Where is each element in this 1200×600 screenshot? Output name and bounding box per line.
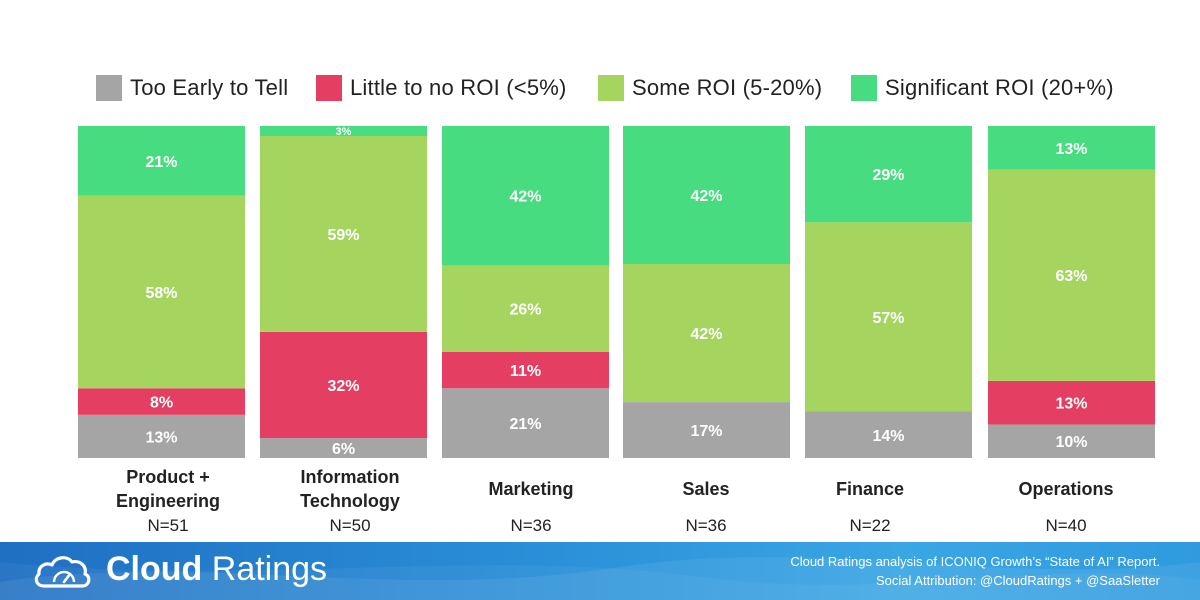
bar-segment-finance-significant-roi [805, 126, 972, 223]
bar-segment-finance-too-early [805, 411, 972, 458]
data-label-information-technology-little-roi: 32% [327, 378, 359, 395]
category-label-line: Engineering [115, 491, 220, 511]
legend-swatch-lightgreen [598, 75, 624, 101]
bar-segment-information-technology-too-early [260, 438, 427, 458]
data-label-operations-significant-roi: 13% [1055, 141, 1087, 158]
data-label-sales-some-roi: 42% [690, 326, 722, 343]
bar-segment-product-engineering-too-early [78, 414, 245, 458]
category-label-line: Finance [835, 479, 905, 499]
bar-segment-finance-some-roi [805, 222, 972, 412]
data-label-operations-some-roi: 63% [1055, 268, 1087, 285]
sample-size-marketing: N=36 [510, 516, 552, 535]
data-label-product-engineering-little-roi: 8% [150, 395, 173, 412]
category-label-line: Sales [682, 479, 730, 499]
data-label-product-engineering-some-roi: 58% [145, 285, 177, 302]
bar-segment-marketing-little-roi [442, 351, 609, 389]
bar-segment-marketing-too-early [442, 388, 609, 458]
data-label-product-engineering-too-early: 13% [145, 429, 177, 446]
legend-label: Some ROI (5-20%) [632, 75, 823, 100]
bar-segment-operations-little-roi [988, 380, 1155, 425]
sample-size-finance: N=22 [849, 516, 891, 535]
legend-label: Significant ROI (20+%) [885, 75, 1114, 100]
sample-size-product-engineering: N=51 [147, 516, 189, 535]
footer-wave-decoration [0, 557, 1200, 600]
legend-item-some-roi: Some ROI (5-20%) [598, 74, 822, 102]
category-label-line: Product + [126, 467, 210, 487]
data-label-information-technology-too-early: 6% [332, 441, 355, 458]
data-label-information-technology-significant-roi: 3% [336, 126, 352, 138]
category-label-sales: Sales [611, 477, 801, 501]
category-label-marketing: Marketing [436, 477, 626, 501]
bar-segment-information-technology-little-roi [260, 331, 427, 439]
bar-segment-sales-some-roi [623, 264, 790, 403]
stacked-bar-chart: 13% 8% 58% 21% 6% 32% 59% 3% 21% 11% 26% 42% 17% 42% 4… [78, 126, 1155, 458]
bar-segment-sales-significant-roi [623, 126, 790, 265]
top-strip [0, 0, 1200, 10]
legend-label: Too Early to Tell [130, 75, 289, 100]
data-label-sales-significant-roi: 42% [690, 188, 722, 205]
data-label-operations-too-early: 10% [1055, 434, 1087, 451]
data-label-finance-too-early: 14% [872, 428, 904, 445]
data-label-sales-too-early: 17% [690, 423, 722, 440]
category-label-operations: Operations [971, 477, 1161, 501]
legend-item-too-early: Too Early to Tell [96, 74, 288, 102]
legend: Too Early to Tell Little to no ROI (<5%)… [0, 68, 1200, 108]
legend-swatch-red [316, 75, 342, 101]
category-label-line: Marketing [488, 479, 574, 499]
data-label-finance-significant-roi: 29% [872, 167, 904, 184]
data-label-product-engineering-significant-roi: 21% [145, 154, 177, 171]
data-label-marketing-significant-roi: 42% [509, 189, 541, 206]
legend-swatch-gray [96, 75, 122, 101]
legend-item-significant-roi: Significant ROI (20+%) [851, 74, 1114, 102]
bar-segment-information-technology-significant-roi [260, 126, 427, 136]
category-label-line: Information [300, 467, 400, 487]
legend-swatch-green [851, 75, 877, 101]
category-label-product-engineering: Product + Engineering [73, 465, 263, 513]
bar-segment-information-technology-some-roi [260, 135, 427, 332]
brand-light: Ratings [211, 550, 328, 588]
data-label-marketing-little-roi: 11% [510, 363, 541, 380]
category-label-line: Operations [1018, 479, 1114, 499]
legend-label: Little to no ROI (<5%) [350, 75, 567, 100]
cloud-gauge-icon [34, 556, 91, 588]
sample-size-sales: N=36 [685, 516, 727, 535]
bar-segment-product-engineering-significant-roi [78, 126, 245, 196]
attribution-text: Cloud Ratings analysis of ICONIQ Growth’… [790, 552, 1160, 590]
bar-segment-operations-too-early [988, 424, 1155, 458]
category-label-line: Technology [300, 491, 400, 511]
bar-segment-operations-some-roi [988, 169, 1155, 381]
data-label-finance-some-roi: 57% [872, 310, 904, 327]
bar-segment-marketing-significant-roi [442, 126, 609, 266]
data-label-marketing-too-early: 21% [509, 416, 541, 433]
bar-segment-product-engineering-some-roi [78, 195, 245, 389]
bar-segment-sales-too-early [623, 402, 790, 458]
data-label-operations-little-roi: 13% [1055, 396, 1087, 413]
category-label-information-technology: Information Technology [255, 465, 445, 513]
attribution-line-2: Social Attribution: @CloudRatings + @Saa… [875, 573, 1160, 588]
category-label-finance: Finance [775, 477, 965, 501]
bar-segment-marketing-some-roi [442, 265, 609, 352]
brand-logotype: Cloud Ratings [106, 550, 327, 589]
bar-segment-operations-significant-roi [988, 126, 1155, 170]
bar-segment-product-engineering-little-roi [78, 388, 245, 415]
footer-banner: Cloud Ratings Cloud Ratings analysis of … [0, 542, 1200, 600]
legend-item-little-roi: Little to no ROI (<5%) [316, 74, 567, 102]
sample-size-operations: N=40 [1045, 516, 1087, 535]
attribution-line-1: Cloud Ratings analysis of ICONIQ Growth’… [790, 554, 1160, 569]
data-label-marketing-some-roi: 26% [509, 302, 541, 319]
sample-size-information-technology: N=50 [329, 516, 371, 535]
data-label-information-technology-some-roi: 59% [327, 227, 359, 244]
brand-bold: Cloud [106, 550, 203, 588]
